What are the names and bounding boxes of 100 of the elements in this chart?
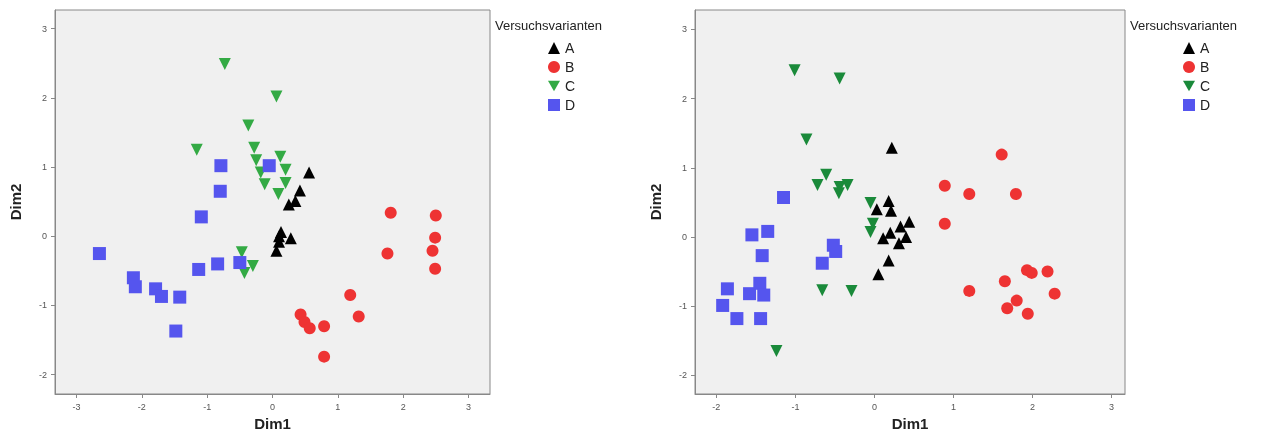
y-tick-label: 2 [681, 93, 687, 104]
point [938, 179, 951, 192]
point [194, 210, 208, 224]
point [1009, 188, 1022, 201]
y-tick-label: -2 [678, 370, 687, 381]
point [864, 197, 877, 210]
point [995, 148, 1008, 161]
point [154, 289, 168, 303]
y-tick-label: 2 [41, 92, 47, 103]
point [303, 322, 316, 335]
point [258, 178, 271, 191]
x-tick-label: 0 [269, 401, 276, 412]
y-tick-label: 0 [681, 231, 687, 242]
point [429, 231, 442, 244]
point [832, 187, 845, 200]
x-tick-label: -1 [203, 401, 212, 412]
point [894, 220, 907, 233]
x-tick-label: 3 [465, 401, 471, 412]
point [429, 262, 442, 275]
point [242, 119, 255, 132]
point [274, 150, 287, 163]
point [192, 262, 206, 276]
legend-title: Versuchsvarianten [1130, 18, 1237, 33]
y-tick-label: 1 [41, 162, 47, 173]
point [190, 143, 203, 156]
point [1025, 266, 1038, 279]
point [1021, 307, 1034, 320]
point [815, 256, 829, 270]
point [730, 312, 744, 326]
point [761, 224, 775, 238]
point [829, 244, 843, 258]
point [864, 226, 877, 239]
point [755, 249, 769, 263]
point [745, 228, 759, 242]
point [214, 159, 228, 173]
y-tick-label: -1 [678, 301, 687, 312]
x-tick-label: -2 [712, 401, 721, 412]
y-tick-label: 3 [41, 23, 47, 34]
legend-label: C [565, 78, 576, 94]
y-tick-label: -1 [38, 300, 47, 311]
legend-label: D [565, 97, 576, 113]
x-tick-label: -3 [72, 401, 81, 412]
point [753, 276, 767, 290]
point [882, 254, 895, 267]
point [169, 324, 183, 338]
point [870, 203, 883, 216]
legend-label: A [1200, 40, 1210, 56]
point [262, 159, 276, 173]
point [903, 215, 916, 228]
legend-title: Versuchsvarianten [495, 18, 602, 33]
point [963, 188, 976, 201]
point [246, 260, 259, 272]
point [384, 206, 397, 219]
x-tick-label: 3 [1109, 401, 1115, 412]
point [788, 64, 801, 77]
point [770, 345, 783, 358]
point [128, 280, 142, 294]
legend-label: C [1200, 78, 1211, 94]
x-tick-label: 2 [400, 401, 406, 412]
point [816, 284, 829, 297]
y-axis-title: Dim2 [647, 183, 664, 221]
legend-label: B [1200, 59, 1210, 75]
legend-label: A [565, 40, 575, 56]
point [757, 288, 771, 302]
point [811, 179, 824, 192]
y-tick-label: 0 [41, 231, 47, 242]
legend-label: D [1200, 97, 1211, 113]
point [1010, 294, 1023, 307]
point [250, 154, 263, 167]
point [270, 90, 283, 103]
point [884, 226, 897, 239]
point [938, 217, 951, 230]
point [833, 72, 846, 85]
point [1041, 265, 1054, 278]
point [743, 287, 757, 301]
point [293, 184, 306, 197]
point [173, 290, 187, 304]
point [872, 268, 885, 281]
point [845, 284, 858, 297]
y-tick-label: 1 [681, 162, 687, 173]
x-tick-label: 1 [335, 401, 341, 412]
point [963, 284, 976, 297]
point [1001, 302, 1014, 315]
point [272, 188, 285, 201]
point [720, 282, 734, 296]
point [233, 256, 247, 270]
point [352, 310, 365, 323]
point [282, 198, 295, 211]
x-tick-label: 1 [950, 401, 956, 412]
point [998, 275, 1011, 288]
point [318, 350, 331, 363]
point [841, 179, 854, 192]
x-tick-label: 2 [1030, 401, 1036, 412]
point [429, 209, 442, 222]
point [213, 184, 227, 198]
point [900, 230, 913, 243]
y-tick-label: -2 [38, 369, 47, 380]
point [218, 57, 231, 70]
point [885, 141, 898, 154]
point [882, 194, 895, 207]
